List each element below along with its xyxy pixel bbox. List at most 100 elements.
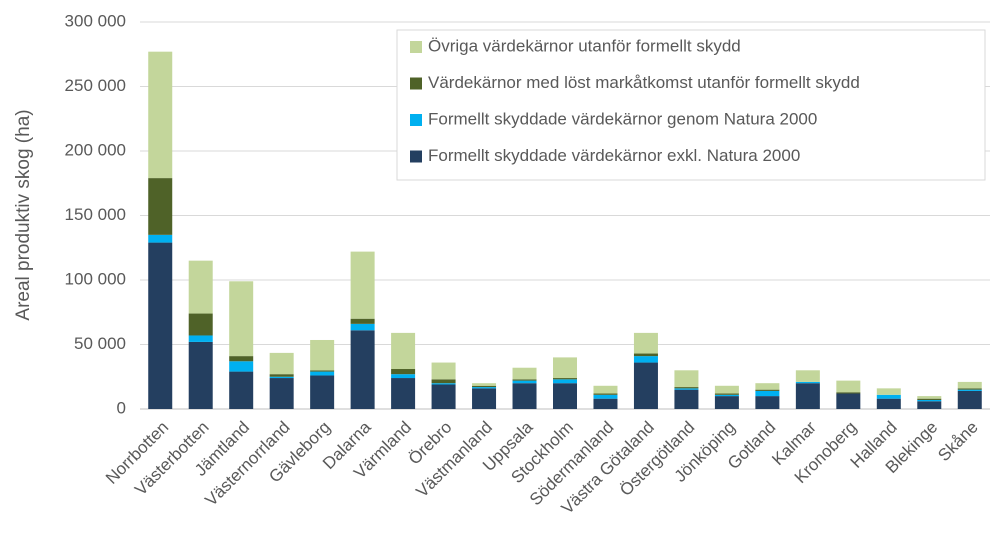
- bar-segment: [472, 383, 497, 386]
- bar-segment: [795, 370, 820, 382]
- bar-segment: [755, 383, 780, 390]
- bar-segment: [553, 383, 577, 409]
- bar-segment: [229, 361, 254, 372]
- y-tick-label: 50 000: [74, 334, 126, 353]
- x-tick-label: Skåne: [934, 418, 982, 466]
- bar-segment: [391, 374, 416, 379]
- bar-segment: [836, 380, 861, 393]
- bar-segment: [269, 374, 294, 377]
- bar-segment: [553, 357, 577, 379]
- bar-segment: [512, 367, 537, 380]
- bar-segment: [876, 398, 901, 409]
- y-tick-label: 150 000: [65, 205, 126, 224]
- bar-segment: [755, 390, 780, 397]
- bar-segment: [633, 362, 658, 409]
- bar-segment: [593, 385, 618, 394]
- bar-segment: [350, 330, 375, 409]
- bar-segment: [957, 390, 982, 409]
- bar-segment: [876, 394, 901, 399]
- bar-segment: [188, 313, 213, 336]
- legend-label: Formellt skyddade värdekärnor exkl. Natu…: [428, 146, 800, 165]
- bar-segment: [633, 353, 658, 357]
- bar-segment: [431, 384, 456, 409]
- bar-segment: [917, 396, 942, 399]
- bar-segment: [472, 387, 497, 389]
- bar-segment: [148, 242, 173, 409]
- legend-box: [396, 29, 986, 181]
- bar-segment: [229, 371, 254, 409]
- legend-label: Värdekärnor med löst markåtkomst utanför…: [428, 73, 860, 92]
- bar-segment: [957, 388, 982, 390]
- bar-segment: [310, 339, 335, 371]
- bar-segment: [148, 51, 173, 179]
- bar-segment: [512, 383, 537, 409]
- bar-segment: [350, 323, 375, 331]
- bar-segment: [553, 378, 577, 380]
- legend-label: Formellt skyddade värdekärnor genom Natu…: [428, 109, 817, 128]
- legend-label: Övriga värdekärnor utanför formellt skyd…: [428, 36, 741, 55]
- bar-segment: [755, 396, 780, 409]
- bar-segment: [512, 379, 537, 381]
- bar-segment: [472, 388, 497, 409]
- bar-segment: [229, 281, 254, 357]
- bar-segment: [188, 260, 213, 314]
- bar-segment: [633, 356, 658, 363]
- bar-segment: [310, 370, 335, 372]
- y-tick-label: 200 000: [65, 140, 126, 159]
- bar-segment: [512, 380, 537, 384]
- bar-segment: [391, 332, 416, 370]
- bar-segment: [836, 393, 861, 409]
- bar-segment: [876, 388, 901, 395]
- y-axis-title: Areal produktiv skog (ha): [13, 109, 34, 320]
- bar-segment: [795, 383, 820, 409]
- bar-segment: [795, 381, 820, 384]
- legend-swatch: [410, 77, 422, 90]
- bar-segment: [755, 389, 780, 391]
- bar-segment: [714, 394, 739, 397]
- bar-segment: [917, 399, 942, 402]
- bar-segment: [714, 393, 739, 395]
- bar-segment: [593, 394, 618, 399]
- bar-segment: [633, 332, 658, 354]
- bar-segment: [269, 352, 294, 375]
- bar-segment: [350, 251, 375, 319]
- bar-segment: [917, 401, 942, 409]
- bar-segment: [957, 389, 982, 391]
- bar-segment: [836, 392, 861, 394]
- bar-segment: [229, 356, 254, 362]
- legend-swatch: [410, 41, 422, 53]
- y-tick-label: 250 000: [65, 76, 126, 95]
- y-tick-label: 300 000: [65, 11, 126, 30]
- bar-segment: [674, 370, 699, 388]
- bar-segment: [431, 379, 456, 384]
- bar-segment: [674, 389, 699, 409]
- bar-segment: [472, 385, 497, 388]
- bar-segment: [431, 362, 456, 380]
- bar-segment: [714, 385, 739, 394]
- bar-segment: [391, 378, 416, 409]
- bar-segment: [350, 318, 375, 324]
- bar-segment: [269, 378, 294, 409]
- bar-segment: [593, 398, 618, 409]
- bar-segment: [148, 178, 173, 235]
- bar-segment: [431, 383, 456, 385]
- y-tick-label: 100 000: [65, 269, 126, 288]
- bar-segment: [917, 398, 942, 400]
- legend-swatch: [410, 114, 422, 126]
- bar-segment: [269, 376, 294, 379]
- legend-swatch: [410, 150, 422, 163]
- bar-segment: [188, 335, 213, 342]
- bar-segment: [553, 379, 577, 384]
- bar-segment: [714, 396, 739, 409]
- bar-segment: [674, 387, 699, 389]
- y-tick-label: 0: [117, 398, 126, 417]
- bar-segment: [310, 371, 335, 376]
- bar-segment: [310, 375, 335, 409]
- bar-segment: [188, 341, 213, 409]
- bar-segment: [674, 388, 699, 390]
- bar-segment: [957, 381, 982, 389]
- bar-segment: [148, 234, 173, 243]
- bar-segment: [391, 369, 416, 375]
